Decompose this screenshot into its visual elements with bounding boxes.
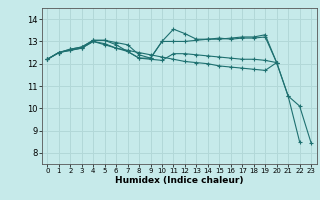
X-axis label: Humidex (Indice chaleur): Humidex (Indice chaleur) [115,176,244,185]
